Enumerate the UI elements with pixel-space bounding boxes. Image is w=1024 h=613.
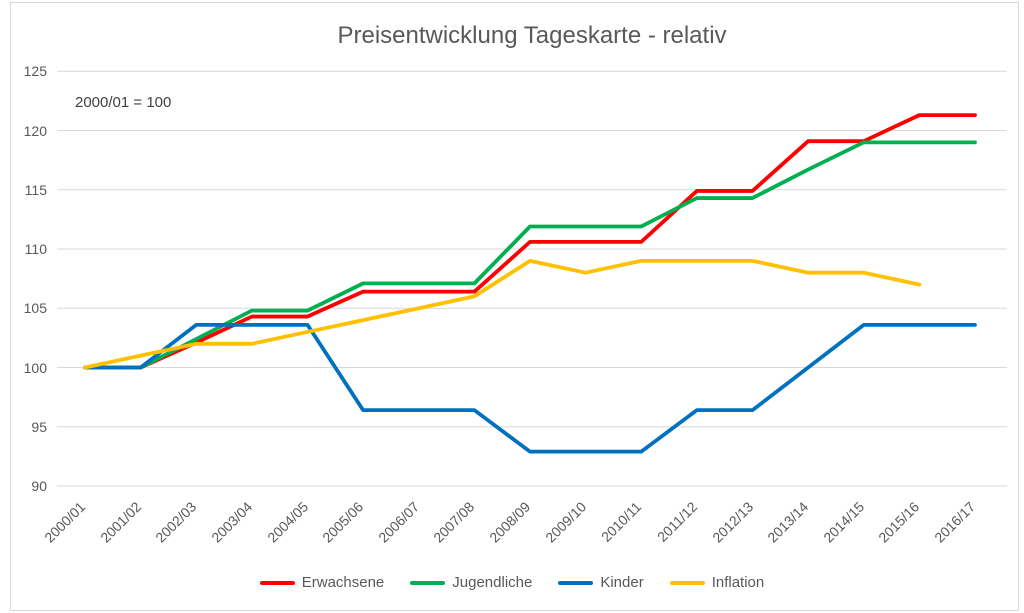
y-tick-label: 100 xyxy=(23,359,47,376)
legend: Erwachsene Jugendliche Kinder Inflation xyxy=(0,574,1024,591)
y-tick-label: 115 xyxy=(24,181,47,198)
legend-item-inflation: Inflation xyxy=(669,574,765,591)
y-tick-label: 120 xyxy=(23,122,47,139)
legend-swatch-icon xyxy=(669,580,705,585)
legend-swatch-icon xyxy=(259,580,295,585)
series-line-kinder xyxy=(83,322,977,454)
legend-swatch-icon xyxy=(410,580,446,585)
y-tick-label: 110 xyxy=(24,241,47,257)
legend-item-jugendliche: Jugendliche xyxy=(410,574,532,591)
series-line-inflation xyxy=(83,258,922,370)
chart-title: Preisentwicklung Tageskarte - relativ xyxy=(337,22,727,49)
legend-item-kinder: Kinder xyxy=(558,574,644,591)
base-year-annotation: 2000/01 = 100 xyxy=(75,94,172,111)
legend-label: Inflation xyxy=(711,574,765,591)
y-tick-label: 95 xyxy=(31,418,47,435)
y-tick-label: 90 xyxy=(31,478,47,494)
legend-swatch-icon xyxy=(558,580,594,585)
y-tick-label: 125 xyxy=(23,63,47,80)
legend-label: Kinder xyxy=(600,574,644,591)
legend-item-erwachsene: Erwachsene xyxy=(259,574,385,591)
series-line-jugendliche xyxy=(83,140,977,370)
legend-label: Erwachsene xyxy=(301,574,385,591)
y-tick-label: 105 xyxy=(23,300,47,317)
legend-label: Jugendliche xyxy=(452,574,533,591)
